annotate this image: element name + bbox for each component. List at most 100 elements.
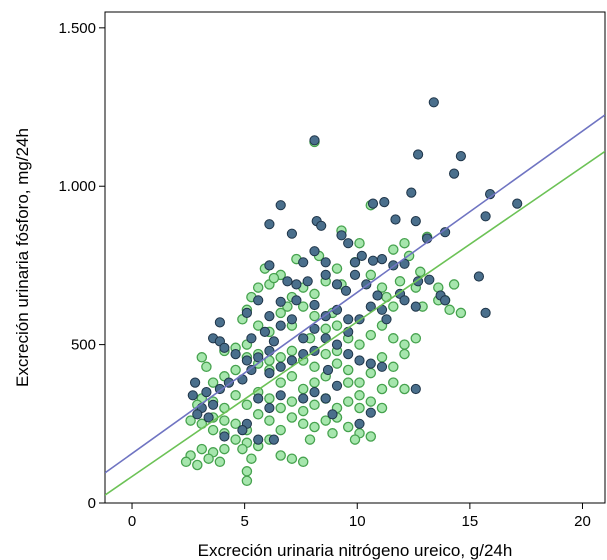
x-tick-label: 0 [128, 513, 136, 530]
data-point [230, 434, 241, 445]
data-point [343, 238, 354, 249]
data-point [219, 431, 230, 442]
data-point [192, 459, 203, 471]
data-point [309, 399, 320, 411]
data-point [286, 355, 297, 366]
data-point [201, 361, 212, 373]
data-point [309, 310, 320, 322]
x-tick-label: 10 [349, 513, 366, 530]
data-point [275, 424, 286, 436]
data-point [275, 361, 286, 372]
data-point [185, 415, 196, 426]
data-point [268, 434, 279, 445]
data-point [304, 434, 316, 445]
data-point [264, 415, 275, 426]
data-point [365, 358, 376, 369]
data-point [286, 396, 298, 407]
data-point [309, 387, 320, 398]
data-point [309, 135, 320, 146]
data-point [379, 197, 390, 208]
data-point [241, 399, 253, 411]
data-point [302, 276, 313, 287]
data-point [268, 336, 279, 347]
data-point [196, 443, 208, 455]
data-point [268, 272, 280, 284]
data-point [336, 230, 347, 241]
data-point [246, 453, 257, 464]
data-point [286, 412, 298, 423]
data-point [264, 402, 275, 414]
data-point [424, 274, 435, 285]
data-point [410, 333, 422, 344]
data-point [264, 345, 275, 356]
data-point [180, 456, 192, 468]
data-point [298, 393, 309, 404]
data-point [208, 399, 219, 410]
data-point [428, 97, 439, 108]
data-point [320, 269, 331, 280]
data-point [388, 301, 399, 312]
data-point [365, 269, 377, 281]
data-point [342, 364, 354, 376]
data-point [327, 428, 338, 439]
data-point [192, 409, 203, 420]
data-point [297, 456, 309, 468]
data-point [241, 475, 253, 487]
data-point [376, 352, 388, 363]
data-point [410, 216, 421, 227]
data-point [413, 149, 424, 160]
fit-lines [105, 114, 605, 496]
data-point [264, 393, 275, 404]
data-point [394, 276, 406, 287]
data-point [349, 257, 361, 268]
data-point [356, 250, 367, 261]
data-point [376, 282, 388, 293]
data-point [342, 377, 354, 388]
data-point [252, 320, 264, 331]
data-point [455, 307, 467, 319]
data-point [480, 307, 491, 318]
data-point [449, 168, 460, 179]
data-point [252, 282, 264, 293]
data-point [365, 301, 376, 312]
data-point [286, 453, 298, 464]
data-point [275, 450, 286, 461]
data-point [275, 296, 286, 307]
data-point [207, 377, 219, 388]
data-point [264, 311, 275, 322]
data-point [320, 415, 331, 426]
data-point [297, 301, 309, 312]
data-point [399, 383, 410, 395]
data-point [207, 424, 219, 436]
data-point [241, 466, 253, 477]
fit-line-filled-series [105, 114, 605, 474]
data-point [282, 276, 293, 287]
data-point [246, 333, 257, 344]
data-point [275, 200, 286, 211]
data-point [365, 329, 377, 341]
data-point [343, 314, 354, 325]
data-point [367, 198, 379, 209]
data-point [440, 295, 451, 306]
data-point [275, 377, 286, 388]
data-point [252, 409, 264, 420]
data-point [390, 214, 401, 225]
data-point [286, 345, 298, 357]
data-point [410, 301, 421, 312]
data-point [203, 453, 214, 464]
data-point [219, 415, 230, 426]
data-point [365, 431, 377, 442]
x-tick-label: 20 [574, 513, 591, 530]
data-point [376, 402, 388, 414]
data-point [342, 396, 354, 407]
data-point [388, 333, 399, 344]
data-point [297, 405, 309, 417]
data-point [297, 418, 309, 430]
data-point [309, 323, 320, 334]
data-point [349, 269, 361, 280]
data-point [298, 333, 309, 344]
data-point [309, 246, 320, 257]
data-point [376, 254, 388, 265]
data-point [473, 271, 484, 282]
data-point [354, 390, 365, 401]
